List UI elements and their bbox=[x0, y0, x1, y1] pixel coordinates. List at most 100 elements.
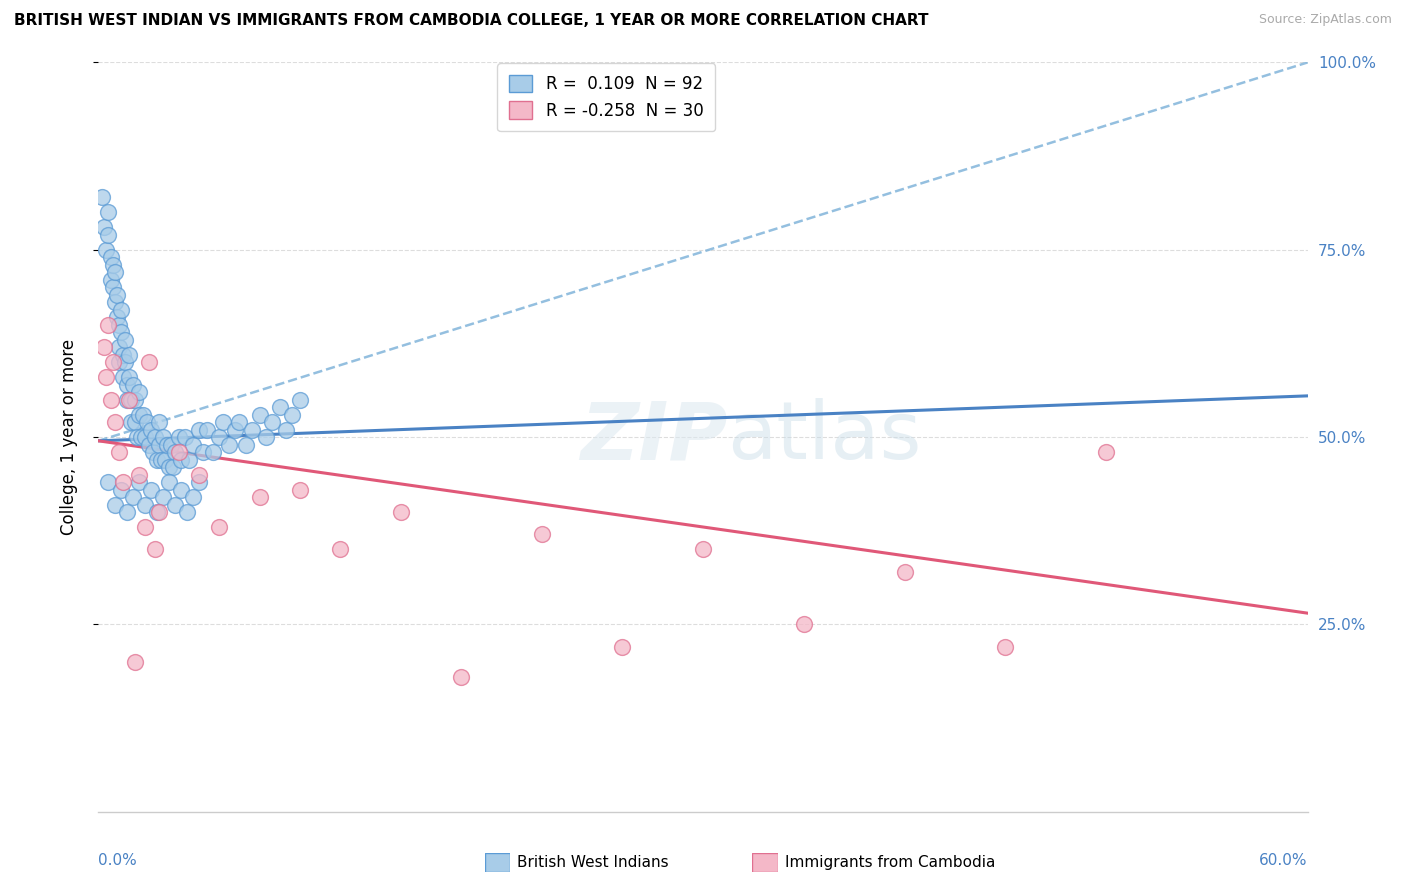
Point bbox=[107, 340, 129, 354]
Point bbox=[181, 490, 204, 504]
Point bbox=[96, 243, 118, 257]
Point bbox=[115, 377, 138, 392]
Point bbox=[128, 475, 150, 489]
Point bbox=[107, 355, 129, 369]
Point bbox=[188, 423, 211, 437]
Point bbox=[193, 445, 215, 459]
Text: British West Indians: British West Indians bbox=[517, 855, 669, 870]
Point bbox=[249, 490, 271, 504]
Point bbox=[93, 340, 115, 354]
Point bbox=[107, 445, 129, 459]
Point bbox=[188, 467, 211, 482]
Point bbox=[114, 333, 136, 347]
Point bbox=[167, 430, 190, 444]
Point bbox=[97, 227, 120, 242]
Text: 60.0%: 60.0% bbox=[1260, 853, 1308, 868]
Point bbox=[111, 475, 134, 489]
Point bbox=[139, 483, 162, 497]
Point bbox=[254, 430, 277, 444]
Point bbox=[450, 670, 472, 684]
Point bbox=[103, 295, 125, 310]
Legend: R =  0.109  N = 92, R = -0.258  N = 30: R = 0.109 N = 92, R = -0.258 N = 30 bbox=[498, 63, 716, 131]
Point bbox=[288, 483, 311, 497]
Point bbox=[103, 265, 125, 279]
Text: BRITISH WEST INDIAN VS IMMIGRANTS FROM CAMBODIA COLLEGE, 1 YEAR OR MORE CORRELAT: BRITISH WEST INDIAN VS IMMIGRANTS FROM C… bbox=[14, 13, 928, 29]
Point bbox=[128, 385, 150, 400]
Point bbox=[128, 467, 150, 482]
Point bbox=[121, 490, 143, 504]
Point bbox=[156, 437, 179, 451]
Point bbox=[152, 430, 174, 444]
Point bbox=[530, 527, 553, 541]
Point bbox=[111, 370, 134, 384]
Point bbox=[132, 408, 155, 422]
Point bbox=[138, 437, 160, 451]
Point bbox=[160, 437, 183, 451]
Point bbox=[893, 565, 915, 579]
Point bbox=[115, 392, 138, 407]
Point bbox=[115, 505, 138, 519]
Point bbox=[110, 325, 132, 339]
Point bbox=[202, 445, 225, 459]
Point bbox=[103, 498, 125, 512]
Point bbox=[389, 505, 412, 519]
Point bbox=[195, 423, 218, 437]
Point bbox=[101, 280, 124, 294]
Point bbox=[269, 400, 291, 414]
Point bbox=[91, 190, 114, 204]
Point bbox=[124, 415, 146, 429]
Point bbox=[612, 640, 634, 654]
Point bbox=[138, 355, 160, 369]
Point bbox=[174, 430, 197, 444]
Point bbox=[134, 430, 156, 444]
Text: atlas: atlas bbox=[727, 398, 921, 476]
Point bbox=[143, 542, 166, 557]
Point bbox=[1095, 445, 1118, 459]
Point bbox=[153, 452, 176, 467]
Point bbox=[288, 392, 311, 407]
Point bbox=[120, 392, 142, 407]
Text: ZIP: ZIP bbox=[579, 398, 727, 476]
Point bbox=[105, 310, 128, 325]
Point bbox=[96, 370, 118, 384]
Point bbox=[120, 415, 142, 429]
Point bbox=[208, 520, 231, 534]
Y-axis label: College, 1 year or more: College, 1 year or more bbox=[59, 339, 77, 535]
Point bbox=[124, 392, 146, 407]
Point bbox=[179, 452, 201, 467]
Point bbox=[163, 445, 186, 459]
Point bbox=[148, 415, 170, 429]
Point bbox=[235, 437, 257, 451]
Point bbox=[994, 640, 1017, 654]
Point bbox=[170, 452, 193, 467]
Point bbox=[111, 348, 134, 362]
Point bbox=[100, 250, 122, 264]
Point bbox=[228, 415, 250, 429]
Point bbox=[162, 460, 184, 475]
Point bbox=[188, 475, 211, 489]
Point bbox=[170, 483, 193, 497]
Point bbox=[240, 423, 263, 437]
Point bbox=[152, 490, 174, 504]
Point bbox=[167, 445, 190, 459]
Point bbox=[110, 302, 132, 317]
Point bbox=[146, 505, 169, 519]
Point bbox=[149, 452, 172, 467]
Point bbox=[114, 355, 136, 369]
Point bbox=[274, 423, 297, 437]
Point bbox=[97, 475, 120, 489]
Point bbox=[139, 423, 162, 437]
Point bbox=[101, 355, 124, 369]
Point bbox=[157, 475, 180, 489]
Point bbox=[121, 377, 143, 392]
Point bbox=[128, 408, 150, 422]
Point bbox=[97, 318, 120, 332]
Point bbox=[249, 408, 271, 422]
Point bbox=[135, 415, 157, 429]
Point bbox=[118, 370, 141, 384]
Point bbox=[329, 542, 352, 557]
Point bbox=[142, 445, 165, 459]
Point bbox=[107, 318, 129, 332]
Point bbox=[148, 437, 170, 451]
Point bbox=[129, 430, 152, 444]
